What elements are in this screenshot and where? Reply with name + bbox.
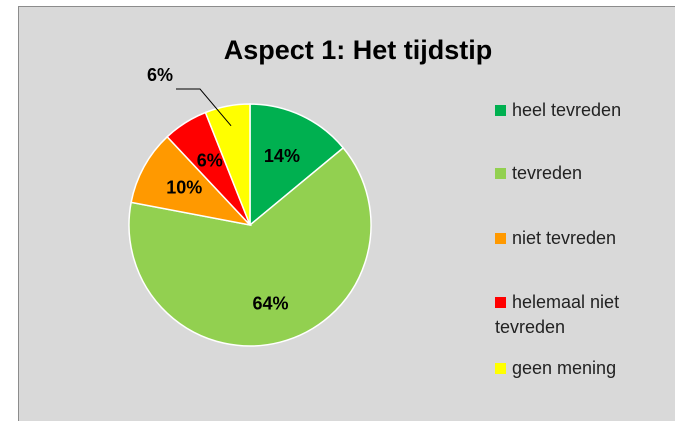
legend-label: helemaal niet tevreden — [495, 292, 620, 337]
data-label: 6% — [197, 150, 223, 170]
legend-swatch — [495, 168, 506, 179]
pie-slice — [130, 135, 253, 227]
legend-label: niet tevreden — [512, 228, 617, 248]
legend-label: heel tevreden — [512, 100, 622, 120]
leader-line — [176, 88, 232, 127]
pie-slice — [249, 103, 345, 227]
legend-item: tevreden — [495, 161, 670, 186]
pie-slice — [128, 146, 372, 347]
chart-title: Aspect 1: Het tijdstip — [224, 35, 493, 65]
data-label: 10% — [166, 178, 202, 198]
data-label: 64% — [252, 293, 288, 313]
legend-swatch — [495, 297, 506, 308]
legend-item: helemaal niet tevreden — [495, 290, 670, 340]
legend-label: geen mening — [512, 358, 617, 378]
pie-slice — [204, 103, 251, 226]
legend-label: tevreden — [512, 163, 583, 183]
legend-swatch — [495, 363, 506, 374]
data-label: 14% — [264, 146, 300, 166]
legend-item: niet tevreden — [495, 226, 670, 251]
data-label: 6% — [147, 65, 173, 85]
legend-swatch — [495, 105, 506, 116]
legend-swatch — [495, 233, 506, 244]
legend-item: heel tevreden — [495, 98, 670, 123]
legend-item: geen mening — [495, 356, 670, 381]
